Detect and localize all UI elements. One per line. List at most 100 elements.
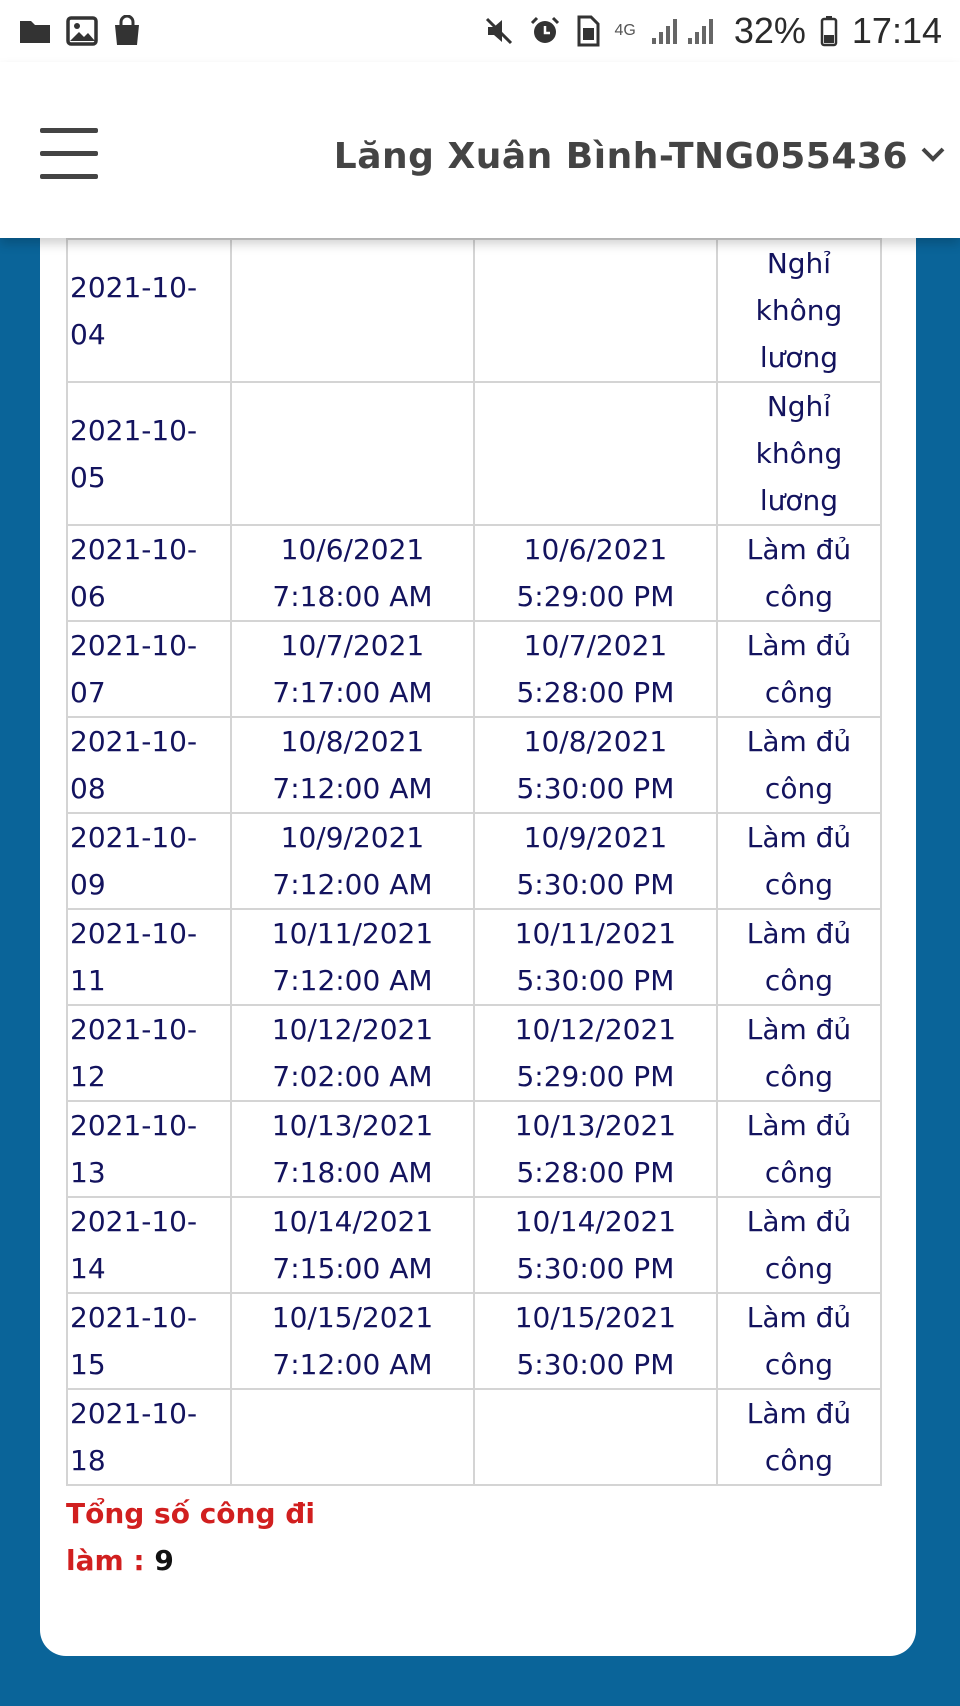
date-cell-line: 2021-10-18 bbox=[70, 1397, 198, 1477]
status-cell-line: lương bbox=[759, 484, 839, 517]
alarm-icon bbox=[529, 15, 561, 47]
status-cell: Làm đủ công bbox=[715, 524, 883, 622]
status-cell: Làm đủ công bbox=[715, 716, 883, 814]
folder-icon bbox=[18, 17, 52, 45]
status-cell-line: Nghỉ bbox=[766, 390, 832, 423]
date-cell: 2021-10-14 bbox=[66, 1196, 232, 1294]
check-out-cell-line: 5:28:00 PM bbox=[516, 676, 675, 709]
status-cell-line: công bbox=[764, 964, 833, 997]
check-out-cell-line: 5:29:00 PM bbox=[516, 1060, 675, 1093]
date-cell: 2021-10-15 bbox=[66, 1292, 232, 1390]
date-cell-line: 2021-10-13 bbox=[70, 1109, 198, 1189]
check-out-cell: 10/7/2021 5:28:00 PM bbox=[472, 620, 718, 718]
system-icons: 4G 32% 17:14 bbox=[483, 10, 942, 52]
table-row: 2021-10-06 10/6/2021 7:18:00 AM 10/6/2021 5:… bbox=[66, 524, 883, 622]
check-out-cell-line: 10/7/2021 bbox=[523, 629, 668, 662]
status-cell-line: không bbox=[755, 437, 843, 470]
status-cell-line: lương bbox=[759, 341, 839, 374]
total-label-line2: làm : bbox=[66, 1544, 145, 1577]
check-out-cell-line: 10/8/2021 bbox=[523, 725, 668, 758]
check-in-cell: 10/8/2021 7:12:00 AM bbox=[229, 716, 475, 814]
attendance-table: 2021-10-04 Nghỉ không lương 2021-10-05 Nghỉ kh… bbox=[66, 238, 883, 1486]
battery-percentage: 32% bbox=[733, 10, 806, 51]
check-in-cell-line: 7:12:00 AM bbox=[272, 772, 433, 805]
check-in-cell-line: 10/13/2021 bbox=[271, 1109, 434, 1142]
check-in-cell: 10/11/2021 7:12:00 AM bbox=[229, 908, 475, 1006]
date-cell-line: 2021-10-11 bbox=[70, 917, 198, 997]
status-cell: Làm đủ công bbox=[715, 1388, 883, 1486]
signal-strength-icon bbox=[650, 16, 720, 46]
menu-icon[interactable] bbox=[40, 128, 98, 180]
check-out-cell: 10/9/2021 5:30:00 PM bbox=[472, 812, 718, 910]
table-row: 2021-10-15 10/15/2021 7:12:00 AM 10/15/2021… bbox=[66, 1292, 883, 1390]
table-row: 2021-10-04 Nghỉ không lương bbox=[66, 238, 883, 383]
status-cell-line: Làm đủ bbox=[746, 1109, 852, 1142]
date-cell-line: 2021-10-06 bbox=[70, 533, 198, 613]
check-in-cell-line: 7:12:00 AM bbox=[272, 868, 433, 901]
mute-icon bbox=[483, 15, 515, 47]
status-cell: Làm đủ công bbox=[715, 812, 883, 910]
user-selector[interactable]: Lăng Xuân Bình-TNG055436 bbox=[334, 126, 946, 186]
date-cell-line: 2021-10-15 bbox=[70, 1301, 198, 1381]
check-in-cell-line: 10/8/2021 bbox=[280, 725, 425, 758]
check-in-cell-line: 7:18:00 AM bbox=[272, 1156, 433, 1189]
date-cell: 2021-10-12 bbox=[66, 1004, 232, 1102]
check-in-cell-line: 10/9/2021 bbox=[280, 821, 425, 854]
status-cell: Làm đủ công bbox=[715, 908, 883, 1006]
check-out-cell-line: 10/12/2021 bbox=[514, 1013, 677, 1046]
status-cell-line: Làm đủ bbox=[746, 1301, 852, 1334]
check-out-cell-line: 5:30:00 PM bbox=[516, 1348, 675, 1381]
check-in-cell-line: 10/11/2021 bbox=[271, 917, 434, 950]
status-cell-line: Làm đủ bbox=[746, 1013, 852, 1046]
attendance-card: 2021-10-04 Nghỉ không lương 2021-10-05 Nghỉ kh… bbox=[40, 200, 916, 1656]
network-type-indicator: 4G bbox=[614, 22, 636, 39]
check-in-cell: 10/12/2021 7:02:00 AM bbox=[229, 1004, 475, 1102]
status-cell-line: công bbox=[764, 1348, 833, 1381]
status-cell-line: Làm đủ bbox=[746, 725, 852, 758]
table-row: 2021-10-07 10/7/2021 7:17:00 AM 10/7/2021 5:… bbox=[66, 620, 883, 718]
check-in-cell: 10/6/2021 7:18:00 AM bbox=[229, 524, 475, 622]
check-in-cell-line: 7:12:00 AM bbox=[272, 964, 433, 997]
check-out-cell-line: 5:29:00 PM bbox=[516, 580, 675, 613]
status-cell-line: Làm đủ bbox=[746, 629, 852, 662]
table-row: 2021-10-09 10/9/2021 7:12:00 AM 10/9/2021 5:… bbox=[66, 812, 883, 910]
status-cell-line: công bbox=[764, 1252, 833, 1285]
table-row: 2021-10-08 10/8/2021 7:12:00 AM 10/8/2021 5:… bbox=[66, 716, 883, 814]
check-out-cell-line: 5:30:00 PM bbox=[516, 1252, 675, 1285]
check-out-cell-line: 10/15/2021 bbox=[514, 1301, 677, 1334]
date-cell: 2021-10-13 bbox=[66, 1100, 232, 1198]
check-in-cell-line: 10/14/2021 bbox=[271, 1205, 434, 1238]
date-cell-line: 2021-10-12 bbox=[70, 1013, 198, 1093]
table-row: 2021-10-05 Nghỉ không lương bbox=[66, 381, 883, 526]
status-cell-line: Làm đủ bbox=[746, 533, 852, 566]
check-out-cell: 10/14/2021 5:30:00 PM bbox=[472, 1196, 718, 1294]
date-cell-line: 2021-10-07 bbox=[70, 629, 198, 709]
total-value: 9 bbox=[154, 1544, 174, 1577]
check-out-cell: 10/15/2021 5:30:00 PM bbox=[472, 1292, 718, 1390]
date-cell-line: 2021-10-05 bbox=[70, 413, 198, 494]
status-cell-line: công bbox=[764, 772, 833, 805]
status-cell: Làm đủ công bbox=[715, 1100, 883, 1198]
check-in-cell-line: 7:17:00 AM bbox=[272, 676, 433, 709]
check-out-cell: 10/11/2021 5:30:00 PM bbox=[472, 908, 718, 1006]
check-in-cell: 10/14/2021 7:15:00 AM bbox=[229, 1196, 475, 1294]
date-cell-line: 2021-10-08 bbox=[70, 725, 198, 805]
status-cell: Làm đủ công bbox=[715, 1292, 883, 1390]
date-cell: 2021-10-06 bbox=[66, 524, 232, 622]
status-cell-line: không bbox=[755, 294, 843, 327]
check-in-cell: 10/7/2021 7:17:00 AM bbox=[229, 620, 475, 718]
check-in-cell-line: 7:18:00 AM bbox=[272, 580, 433, 613]
table-row: 2021-10-11 10/11/2021 7:12:00 AM 10/11/2021… bbox=[66, 908, 883, 1006]
check-out-cell bbox=[472, 1388, 718, 1486]
status-cell: Làm đủ công bbox=[715, 1004, 883, 1102]
check-out-cell bbox=[472, 381, 718, 526]
check-in-cell-line: 7:15:00 AM bbox=[272, 1252, 433, 1285]
sim-card-icon bbox=[575, 15, 601, 47]
check-in-cell-line: 10/7/2021 bbox=[280, 629, 425, 662]
total-label-line1: Tổng số công đi bbox=[66, 1497, 315, 1530]
user-name: Lăng Xuân Bình-TNG055436 bbox=[333, 135, 908, 177]
notification-icons bbox=[18, 15, 142, 47]
check-out-cell-line: 10/11/2021 bbox=[514, 917, 677, 950]
date-cell: 2021-10-11 bbox=[66, 908, 232, 1006]
date-cell-line: 2021-10-04 bbox=[70, 270, 198, 351]
